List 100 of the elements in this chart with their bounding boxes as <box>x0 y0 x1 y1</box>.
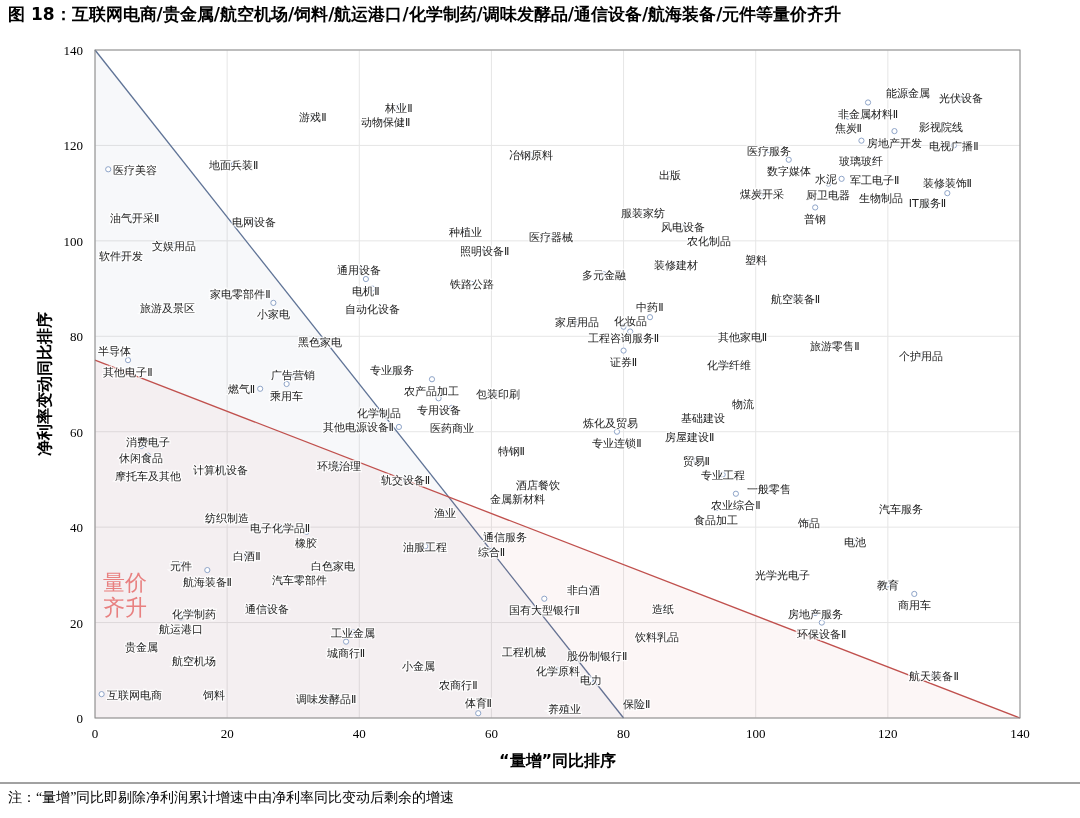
data-label: 农业综合Ⅱ <box>711 499 761 513</box>
y-tick-label: 140 <box>63 43 83 58</box>
data-label: 电机Ⅱ <box>352 284 380 298</box>
x-tick-label: 40 <box>352 726 366 741</box>
data-label: 半导体 <box>98 345 132 359</box>
data-label: 化学制药 <box>172 607 217 621</box>
data-label: 房地产服务 <box>787 607 843 621</box>
data-label: 水泥 <box>814 173 837 187</box>
data-label: 电池 <box>843 535 866 549</box>
data-label: 饮料乳品 <box>633 631 679 645</box>
data-label: 摩托车及其他 <box>114 470 181 484</box>
data-label: 证券Ⅱ <box>609 356 638 370</box>
data-label: 专业连锁Ⅱ <box>592 437 642 451</box>
data-label: 农产品加工 <box>404 384 460 398</box>
data-label: 工业金属 <box>330 626 375 640</box>
data-label: 厨卫电器 <box>806 189 851 203</box>
data-label: 装修建材 <box>654 259 699 273</box>
data-label: 渔业 <box>434 507 457 521</box>
data-label: 玻璃玻纤 <box>839 155 884 169</box>
data-label: 化妆品 <box>613 315 647 329</box>
data-label: 中药Ⅱ <box>636 300 664 314</box>
data-label: 油气开采Ⅱ <box>109 211 160 225</box>
data-label: 通用设备 <box>337 263 382 277</box>
data-label: 休闲食品 <box>119 451 164 465</box>
data-label: 航空装备Ⅱ <box>770 292 821 306</box>
data-label: 化学制品 <box>357 407 402 421</box>
data-label: 商用车 <box>897 599 931 613</box>
data-label: 特钢Ⅱ <box>497 445 525 459</box>
data-label: 教育 <box>876 578 899 592</box>
y-tick-label: 40 <box>70 520 83 536</box>
y-tick-label: 100 <box>63 233 83 249</box>
data-label: 白色家电 <box>310 559 355 573</box>
data-label: 酒店餐饮 <box>515 478 560 492</box>
data-label: 其他电源设备Ⅱ <box>322 421 394 435</box>
data-label: 专业服务 <box>370 364 415 378</box>
data-label: 冶钢原料 <box>509 149 554 163</box>
data-label: 橡胶 <box>295 537 318 551</box>
data-label: 风电设备 <box>661 221 706 235</box>
data-label: 光伏设备 <box>938 92 983 106</box>
data-label: 家电零部件Ⅱ <box>210 287 271 301</box>
data-label: 游戏Ⅱ <box>299 111 327 125</box>
data-label: 贸易Ⅱ <box>682 454 710 468</box>
data-label: 房地产开发 <box>866 136 922 150</box>
y-tick-label: 60 <box>70 424 83 440</box>
data-label: 房屋建设Ⅱ <box>664 430 715 444</box>
data-label: 通信设备 <box>244 602 289 616</box>
data-label: 其他家电Ⅱ <box>717 330 768 344</box>
data-label: 轨交设备Ⅱ <box>380 473 431 487</box>
data-label: 军工电子Ⅱ <box>849 174 900 188</box>
text: 注：“量增”同比即剔除净利润累计增速中由净利率同比变动后剩余的增速 <box>8 790 455 805</box>
data-label: 综合Ⅱ <box>477 545 506 559</box>
data-label: 饲料 <box>201 688 225 702</box>
data-label: 航海装备Ⅱ <box>182 575 233 589</box>
data-label: 炼化及贸易 <box>582 416 638 430</box>
data-label: 金属新材料 <box>490 493 546 507</box>
data-label: 计算机设备 <box>193 464 249 478</box>
data-label: 航运港口 <box>158 623 203 637</box>
data-label: 照明设备Ⅱ <box>460 244 510 258</box>
data-label: 乘用车 <box>270 389 304 403</box>
data-label: 林业Ⅱ <box>384 101 413 115</box>
data-label: 调味发酵品Ⅱ <box>296 693 357 707</box>
data-label: 小金属 <box>402 660 436 674</box>
data-label: 广告营销 <box>271 368 316 382</box>
data-label: 非白酒 <box>567 583 601 597</box>
data-label: 多元金融 <box>581 268 626 282</box>
data-label: 燃气Ⅱ <box>227 383 256 397</box>
annotation: 量价齐升 <box>103 570 147 621</box>
data-label: 农化制品 <box>687 235 732 249</box>
data-label: 地面兵装Ⅱ <box>208 159 259 173</box>
data-label: 食品加工 <box>694 513 739 527</box>
x-tick-label: 0 <box>91 726 99 741</box>
data-label: 专用设备 <box>416 403 461 417</box>
data-label: 文娱用品 <box>152 240 197 254</box>
data-label: 工程咨询服务Ⅱ <box>587 332 660 346</box>
data-label: 饰品 <box>796 516 820 530</box>
data-label: 非金属材料Ⅱ <box>837 107 899 121</box>
data-label: 纺织制造 <box>205 512 250 526</box>
x-tick-label: 120 <box>878 726 898 741</box>
data-label: 自动化设备 <box>345 303 400 317</box>
data-label: 家居用品 <box>555 316 600 330</box>
data-label: 数字媒体 <box>766 165 811 179</box>
x-tick-label: 80 <box>617 726 631 741</box>
data-label: 医疗器械 <box>528 230 573 244</box>
data-label: 医药商业 <box>429 422 474 436</box>
data-label: 汽车零部件 <box>272 574 328 588</box>
data-label: 种植业 <box>448 225 482 239</box>
y-tick-label: 20 <box>70 615 83 631</box>
x-tick-label: 60 <box>484 726 498 741</box>
data-label: 基础建设 <box>680 411 725 425</box>
data-label: 贵金属 <box>124 640 158 654</box>
data-label: 元件 <box>169 559 192 573</box>
data-label: 造纸 <box>652 602 675 616</box>
y-tick-label: 0 <box>76 711 83 726</box>
data-label: 服装家纺 <box>621 206 666 220</box>
x-tick-label: 100 <box>745 726 766 741</box>
data-label: 体育Ⅱ <box>464 696 492 710</box>
data-label: IT服务Ⅱ <box>908 197 947 211</box>
data-label: 化学原料 <box>535 664 580 678</box>
data-label: 养殖业 <box>547 702 581 716</box>
data-label: 塑料 <box>744 254 767 268</box>
